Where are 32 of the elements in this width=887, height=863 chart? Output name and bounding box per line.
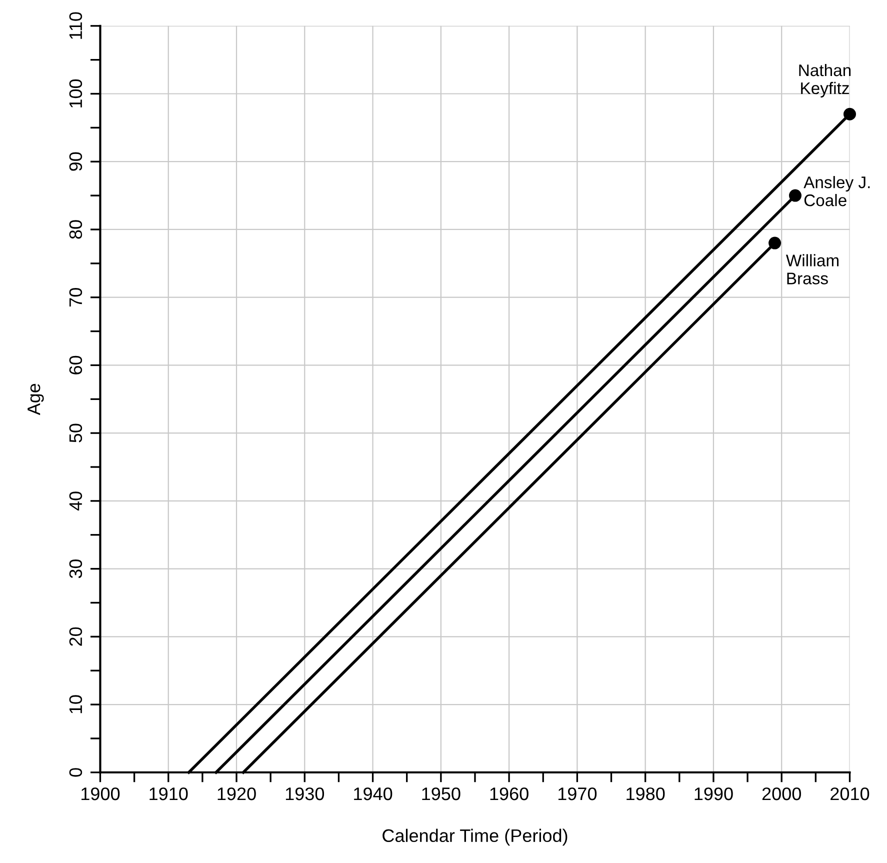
- y-tick-label: 90: [69, 152, 82, 171]
- series-label: Nathan Keyfitz: [799, 64, 851, 98]
- y-tick-label: 20: [69, 627, 82, 646]
- y-tick-label: 40: [69, 492, 82, 511]
- y-tick-label: 30: [69, 559, 82, 578]
- y-tick-label: 70: [69, 288, 82, 306]
- x-tick-label: 1970: [558, 787, 597, 800]
- y-tick-label: 50: [69, 424, 82, 442]
- y-tick-label: 0: [69, 768, 82, 777]
- y-axis-title: Age: [28, 384, 44, 416]
- x-tick-label: 1900: [82, 787, 120, 800]
- point: [788, 189, 802, 202]
- x-tick-label: 1940: [354, 787, 392, 800]
- x-tick-label: 1950: [422, 787, 460, 800]
- y-tick-label: 60: [69, 356, 82, 374]
- y-tick-label: 110: [69, 12, 82, 39]
- x-tick-label: 1960: [490, 787, 528, 800]
- y-tick-label: 10: [69, 695, 82, 714]
- x-tick-label: 2010: [830, 787, 870, 800]
- x-axis-title: Calendar Time (Period): [382, 828, 568, 846]
- y-tick-label: 100: [69, 79, 82, 108]
- series-label: William Brass: [786, 254, 838, 284]
- point: [768, 236, 782, 250]
- series-label: Ansley J. Coale: [804, 176, 870, 206]
- point: [843, 108, 856, 120]
- x-tick-label: 1980: [626, 787, 665, 800]
- y-tick-label: 80: [69, 220, 82, 239]
- x-tick-label: 2000: [762, 787, 801, 800]
- x-tick-label: 1910: [150, 787, 188, 800]
- x-tick-label: 1930: [286, 787, 324, 800]
- x-tick-label: 1920: [218, 787, 256, 800]
- x-tick-label: 1990: [694, 787, 733, 800]
